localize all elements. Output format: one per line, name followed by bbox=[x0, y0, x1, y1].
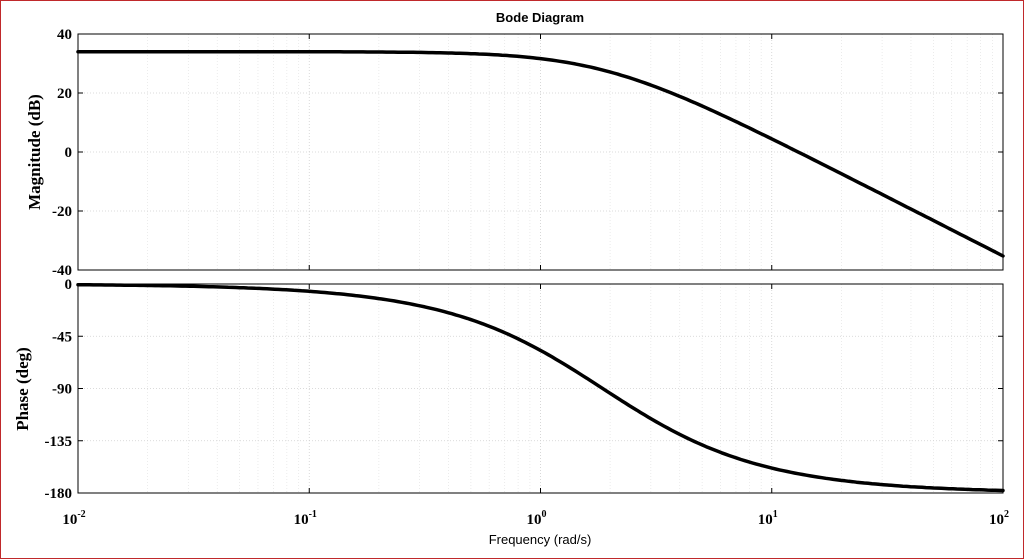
x-tick-label: 101 bbox=[758, 509, 778, 528]
chart-title: Bode Diagram bbox=[496, 10, 584, 25]
y-tick-label: -180 bbox=[45, 486, 73, 502]
phase-grid bbox=[77, 283, 1003, 494]
y-tick-label: 20 bbox=[57, 86, 72, 102]
x-tick-label: 10-1 bbox=[294, 509, 317, 528]
phase-ylabel: Phase (deg) bbox=[13, 347, 32, 431]
y-tick-label: -40 bbox=[52, 263, 72, 279]
y-tick-label: 0 bbox=[65, 145, 73, 161]
x-tick-label: 102 bbox=[989, 509, 1009, 528]
y-tick-label: -135 bbox=[45, 434, 73, 450]
y-tick-label: -20 bbox=[52, 204, 72, 220]
x-tick-label: 10-2 bbox=[62, 509, 85, 528]
magnitude-curve bbox=[76, 49, 1005, 258]
magnitude-y-ticks: 40 20 0 -20 -40 bbox=[52, 27, 1003, 279]
magnitude-grid bbox=[77, 33, 1003, 271]
y-tick-label: 40 bbox=[57, 27, 72, 43]
y-tick-label: -90 bbox=[52, 382, 72, 398]
frequency-x-ticks: 10-2 10-1 100 101 102 bbox=[62, 34, 1009, 528]
x-tick-label: 100 bbox=[527, 509, 547, 528]
x-axis-label: Frequency (rad/s) bbox=[489, 532, 592, 547]
y-tick-label: -45 bbox=[52, 329, 72, 345]
magnitude-ylabel: Magnitude (dB) bbox=[25, 94, 44, 210]
phase-y-ticks: 0 -45 -90 -135 -180 bbox=[45, 277, 1003, 502]
phase-curve bbox=[76, 282, 1005, 493]
y-tick-label: 0 bbox=[65, 277, 73, 293]
